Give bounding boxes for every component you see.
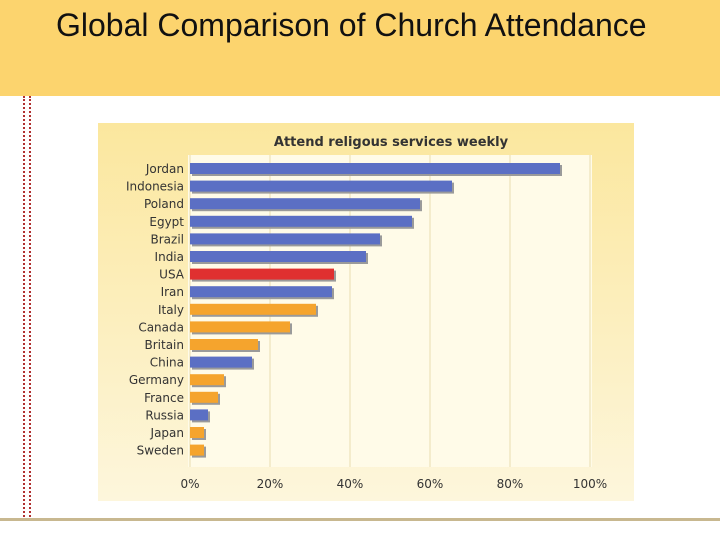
slide-footer-band bbox=[0, 518, 720, 543]
bar-usa bbox=[190, 268, 334, 280]
bar-poland bbox=[190, 198, 420, 210]
chart-panel: Attend religous services weekly Jordan In… bbox=[98, 123, 634, 501]
category-label: Britain bbox=[145, 338, 185, 352]
bar-iran bbox=[190, 286, 332, 298]
bar-jordan bbox=[190, 163, 560, 174]
category-label: Jordan bbox=[145, 162, 184, 176]
category-label: Japan bbox=[150, 426, 184, 440]
bar-italy bbox=[190, 303, 316, 315]
bar-canada bbox=[190, 321, 290, 333]
category-label: India bbox=[155, 250, 184, 264]
category-label: Russia bbox=[145, 408, 184, 422]
slide-header: Global Comparison of Church Attendance bbox=[0, 0, 720, 96]
chart-title: Attend religous services weekly bbox=[274, 135, 509, 150]
category-label: Brazil bbox=[151, 232, 185, 246]
bar-brazil bbox=[190, 233, 380, 245]
x-tick-label: 80% bbox=[497, 477, 524, 491]
category-label: Egypt bbox=[149, 215, 184, 229]
bar-egypt bbox=[190, 215, 412, 227]
bar-sweden bbox=[190, 444, 204, 456]
bar-indonesia bbox=[190, 180, 452, 192]
category-label: Iran bbox=[161, 285, 184, 299]
x-tick-label: 40% bbox=[337, 477, 364, 491]
x-tick-label: 20% bbox=[257, 477, 284, 491]
category-label: France bbox=[144, 391, 184, 405]
bar-japan bbox=[190, 427, 204, 438]
category-label: Italy bbox=[158, 303, 184, 317]
x-tick-label: 0% bbox=[180, 477, 199, 491]
bar-germany bbox=[190, 374, 224, 386]
category-label: China bbox=[150, 356, 184, 370]
category-label: USA bbox=[159, 268, 185, 282]
bar-russia bbox=[190, 409, 208, 421]
bar-china bbox=[190, 356, 252, 368]
slide-title: Global Comparison of Church Attendance bbox=[56, 7, 647, 43]
bar-india bbox=[190, 251, 366, 262]
category-label: Sweden bbox=[137, 444, 184, 458]
bar-britain bbox=[190, 339, 258, 350]
bar-chart: Attend religous services weekly Jordan In… bbox=[98, 123, 634, 501]
category-label: Germany bbox=[129, 373, 184, 387]
x-tick-label: 100% bbox=[573, 477, 607, 491]
category-label: Poland bbox=[144, 197, 184, 211]
category-label: Canada bbox=[138, 320, 184, 334]
decorative-line-right bbox=[29, 96, 31, 540]
category-label: Indonesia bbox=[126, 180, 184, 194]
decorative-line-left bbox=[23, 96, 25, 540]
x-tick-label: 60% bbox=[417, 477, 444, 491]
bar-france bbox=[190, 391, 218, 403]
